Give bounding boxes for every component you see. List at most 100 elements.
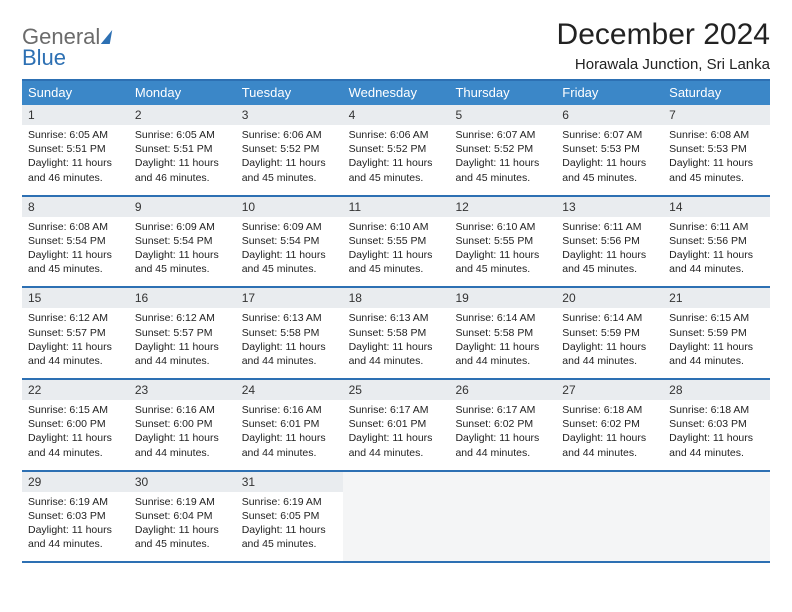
day-cell: Sunrise: 6:19 AMSunset: 6:05 PMDaylight:…: [236, 492, 343, 562]
day-cell: Sunrise: 6:16 AMSunset: 6:00 PMDaylight:…: [129, 400, 236, 470]
sunset-line: Sunset: 5:54 PM: [242, 234, 339, 248]
day-number: 14: [663, 197, 770, 217]
weekday-header: Monday: [129, 81, 236, 105]
day-number: 4: [343, 105, 450, 125]
daylight-line: Daylight: 11 hours and 44 minutes.: [242, 431, 339, 459]
weeks-container: 1234567Sunrise: 6:05 AMSunset: 5:51 PMDa…: [22, 105, 770, 561]
sunset-line: Sunset: 5:58 PM: [455, 326, 552, 340]
daylight-line: Daylight: 11 hours and 45 minutes.: [349, 248, 446, 276]
day-cell: Sunrise: 6:05 AMSunset: 5:51 PMDaylight:…: [129, 125, 236, 195]
brand-line2: Blue: [22, 47, 111, 69]
daylight-line: Daylight: 11 hours and 45 minutes.: [242, 156, 339, 184]
daylight-line: Daylight: 11 hours and 45 minutes.: [242, 248, 339, 276]
weekday-header: Friday: [556, 81, 663, 105]
day-number: 22: [22, 380, 129, 400]
day-number: 27: [556, 380, 663, 400]
day-number: 15: [22, 288, 129, 308]
daylight-line: Daylight: 11 hours and 44 minutes.: [135, 340, 232, 368]
day-cell: Sunrise: 6:06 AMSunset: 5:52 PMDaylight:…: [343, 125, 450, 195]
day-cell: Sunrise: 6:18 AMSunset: 6:03 PMDaylight:…: [663, 400, 770, 470]
day-cell: [449, 492, 556, 562]
calendar-week: 293031Sunrise: 6:19 AMSunset: 6:03 PMDay…: [22, 470, 770, 562]
daylight-line: Daylight: 11 hours and 45 minutes.: [135, 248, 232, 276]
sunset-line: Sunset: 5:53 PM: [669, 142, 766, 156]
sunset-line: Sunset: 5:52 PM: [242, 142, 339, 156]
sunset-line: Sunset: 5:51 PM: [135, 142, 232, 156]
day-number: 21: [663, 288, 770, 308]
calendar-week: 15161718192021Sunrise: 6:12 AMSunset: 5:…: [22, 286, 770, 378]
day-number: 2: [129, 105, 236, 125]
daylight-line: Daylight: 11 hours and 44 minutes.: [562, 340, 659, 368]
sunset-line: Sunset: 6:04 PM: [135, 509, 232, 523]
day-body-row: Sunrise: 6:12 AMSunset: 5:57 PMDaylight:…: [22, 308, 770, 378]
calendar-week: 22232425262728Sunrise: 6:15 AMSunset: 6:…: [22, 378, 770, 470]
sunset-line: Sunset: 5:51 PM: [28, 142, 125, 156]
sunrise-line: Sunrise: 6:15 AM: [669, 311, 766, 325]
day-number: 24: [236, 380, 343, 400]
day-cell: Sunrise: 6:14 AMSunset: 5:59 PMDaylight:…: [556, 308, 663, 378]
brand-logo: General Blue: [22, 18, 111, 69]
day-number: 10: [236, 197, 343, 217]
sunset-line: Sunset: 6:00 PM: [28, 417, 125, 431]
sunrise-line: Sunrise: 6:07 AM: [455, 128, 552, 142]
sunrise-line: Sunrise: 6:05 AM: [28, 128, 125, 142]
day-number: 12: [449, 197, 556, 217]
sunset-line: Sunset: 5:57 PM: [28, 326, 125, 340]
sunset-line: Sunset: 5:52 PM: [455, 142, 552, 156]
sunrise-line: Sunrise: 6:11 AM: [669, 220, 766, 234]
sunrise-line: Sunrise: 6:09 AM: [242, 220, 339, 234]
day-number: 17: [236, 288, 343, 308]
sunset-line: Sunset: 6:03 PM: [669, 417, 766, 431]
day-number: 23: [129, 380, 236, 400]
daylight-line: Daylight: 11 hours and 44 minutes.: [669, 340, 766, 368]
day-number: 20: [556, 288, 663, 308]
daylight-line: Daylight: 11 hours and 45 minutes.: [562, 156, 659, 184]
sunrise-line: Sunrise: 6:08 AM: [669, 128, 766, 142]
day-number: [449, 472, 556, 492]
sunset-line: Sunset: 5:57 PM: [135, 326, 232, 340]
day-number-row: 1234567: [22, 105, 770, 125]
sunset-line: Sunset: 6:00 PM: [135, 417, 232, 431]
sunset-line: Sunset: 5:58 PM: [349, 326, 446, 340]
daylight-line: Daylight: 11 hours and 44 minutes.: [135, 431, 232, 459]
daylight-line: Daylight: 11 hours and 44 minutes.: [669, 431, 766, 459]
day-cell: Sunrise: 6:15 AMSunset: 5:59 PMDaylight:…: [663, 308, 770, 378]
day-cell: Sunrise: 6:10 AMSunset: 5:55 PMDaylight:…: [449, 217, 556, 287]
daylight-line: Daylight: 11 hours and 46 minutes.: [28, 156, 125, 184]
sunset-line: Sunset: 5:54 PM: [135, 234, 232, 248]
daylight-line: Daylight: 11 hours and 45 minutes.: [455, 156, 552, 184]
brand-text: General Blue: [22, 26, 111, 69]
sunrise-line: Sunrise: 6:16 AM: [242, 403, 339, 417]
sunrise-line: Sunrise: 6:05 AM: [135, 128, 232, 142]
sunset-line: Sunset: 5:55 PM: [455, 234, 552, 248]
sunset-line: Sunset: 5:56 PM: [562, 234, 659, 248]
day-number: 18: [343, 288, 450, 308]
daylight-line: Daylight: 11 hours and 44 minutes.: [28, 431, 125, 459]
sunrise-line: Sunrise: 6:06 AM: [242, 128, 339, 142]
day-number: 1: [22, 105, 129, 125]
sunrise-line: Sunrise: 6:11 AM: [562, 220, 659, 234]
weekday-header: Wednesday: [343, 81, 450, 105]
weekday-header: Tuesday: [236, 81, 343, 105]
day-cell: Sunrise: 6:18 AMSunset: 6:02 PMDaylight:…: [556, 400, 663, 470]
daylight-line: Daylight: 11 hours and 44 minutes.: [28, 523, 125, 551]
weekday-header: Sunday: [22, 81, 129, 105]
day-cell: [343, 492, 450, 562]
day-cell: Sunrise: 6:05 AMSunset: 5:51 PMDaylight:…: [22, 125, 129, 195]
day-cell: Sunrise: 6:17 AMSunset: 6:02 PMDaylight:…: [449, 400, 556, 470]
day-cell: Sunrise: 6:11 AMSunset: 5:56 PMDaylight:…: [663, 217, 770, 287]
daylight-line: Daylight: 11 hours and 44 minutes.: [349, 340, 446, 368]
sunrise-line: Sunrise: 6:17 AM: [455, 403, 552, 417]
sunrise-line: Sunrise: 6:17 AM: [349, 403, 446, 417]
calendar-grid: SundayMondayTuesdayWednesdayThursdayFrid…: [22, 79, 770, 563]
sunrise-line: Sunrise: 6:19 AM: [242, 495, 339, 509]
sunset-line: Sunset: 5:52 PM: [349, 142, 446, 156]
daylight-line: Daylight: 11 hours and 45 minutes.: [135, 523, 232, 551]
daylight-line: Daylight: 11 hours and 45 minutes.: [349, 156, 446, 184]
sunrise-line: Sunrise: 6:10 AM: [455, 220, 552, 234]
day-body-row: Sunrise: 6:05 AMSunset: 5:51 PMDaylight:…: [22, 125, 770, 195]
sunrise-line: Sunrise: 6:08 AM: [28, 220, 125, 234]
daylight-line: Daylight: 11 hours and 45 minutes.: [669, 156, 766, 184]
day-cell: Sunrise: 6:12 AMSunset: 5:57 PMDaylight:…: [22, 308, 129, 378]
sunset-line: Sunset: 6:02 PM: [562, 417, 659, 431]
